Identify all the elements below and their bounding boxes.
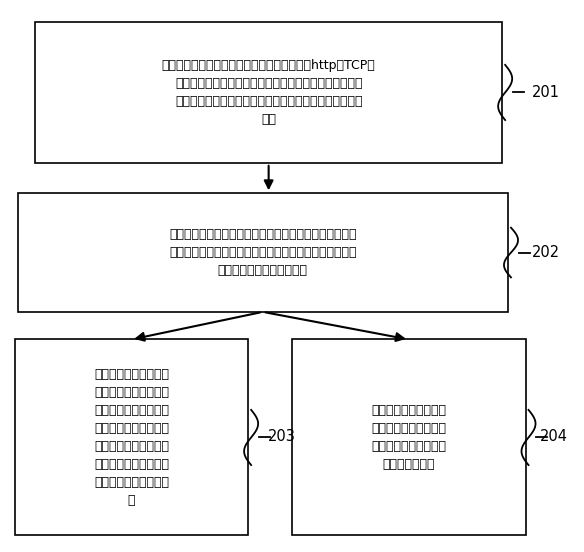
- Text: 在建立对应数量的长连接后，将不同的访问请求进行协议
适配处理使不同访问请求对应的数据在长连接中传输，并
实时监测终端的访问请求量: 在建立对应数量的长连接后，将不同的访问请求进行协议 适配处理使不同访问请求对应的…: [169, 228, 357, 277]
- Text: 203: 203: [267, 428, 296, 444]
- Text: 204: 204: [540, 428, 568, 444]
- FancyBboxPatch shape: [35, 22, 502, 163]
- FancyBboxPatch shape: [18, 193, 508, 312]
- Text: 201: 201: [531, 85, 559, 100]
- Text: 202: 202: [531, 245, 559, 261]
- Text: 当监测到终端的访问请
求量增加，且超过当前
的长连接的最大传输容
量时，再次生成一个长
连接请求发送至服务器
，并在增加的长连接建
立后，一并进行数据传
输: 当监测到终端的访问请 求量增加，且超过当前 的长连接的最大传输容 量时，再次生成…: [94, 368, 169, 507]
- FancyBboxPatch shape: [292, 339, 526, 535]
- Text: 当监测到终端的访问请
求量减少，关闭空闲的
长连接，并至少保持一
条长连接不断开: 当监测到终端的访问请 求量减少，关闭空闲的 长连接，并至少保持一 条长连接不断开: [371, 404, 446, 471]
- Text: 接收位于局域网络中的多个终端所发出的基于http和TCP协
议的访问请求，并统计接收到的所述访问请求所对应的数
据量，根据该数据量生成匹配数量的长连接请求发送至: 接收位于局域网络中的多个终端所发出的基于http和TCP协 议的访问请求，并统计…: [162, 59, 376, 126]
- FancyBboxPatch shape: [15, 339, 248, 535]
